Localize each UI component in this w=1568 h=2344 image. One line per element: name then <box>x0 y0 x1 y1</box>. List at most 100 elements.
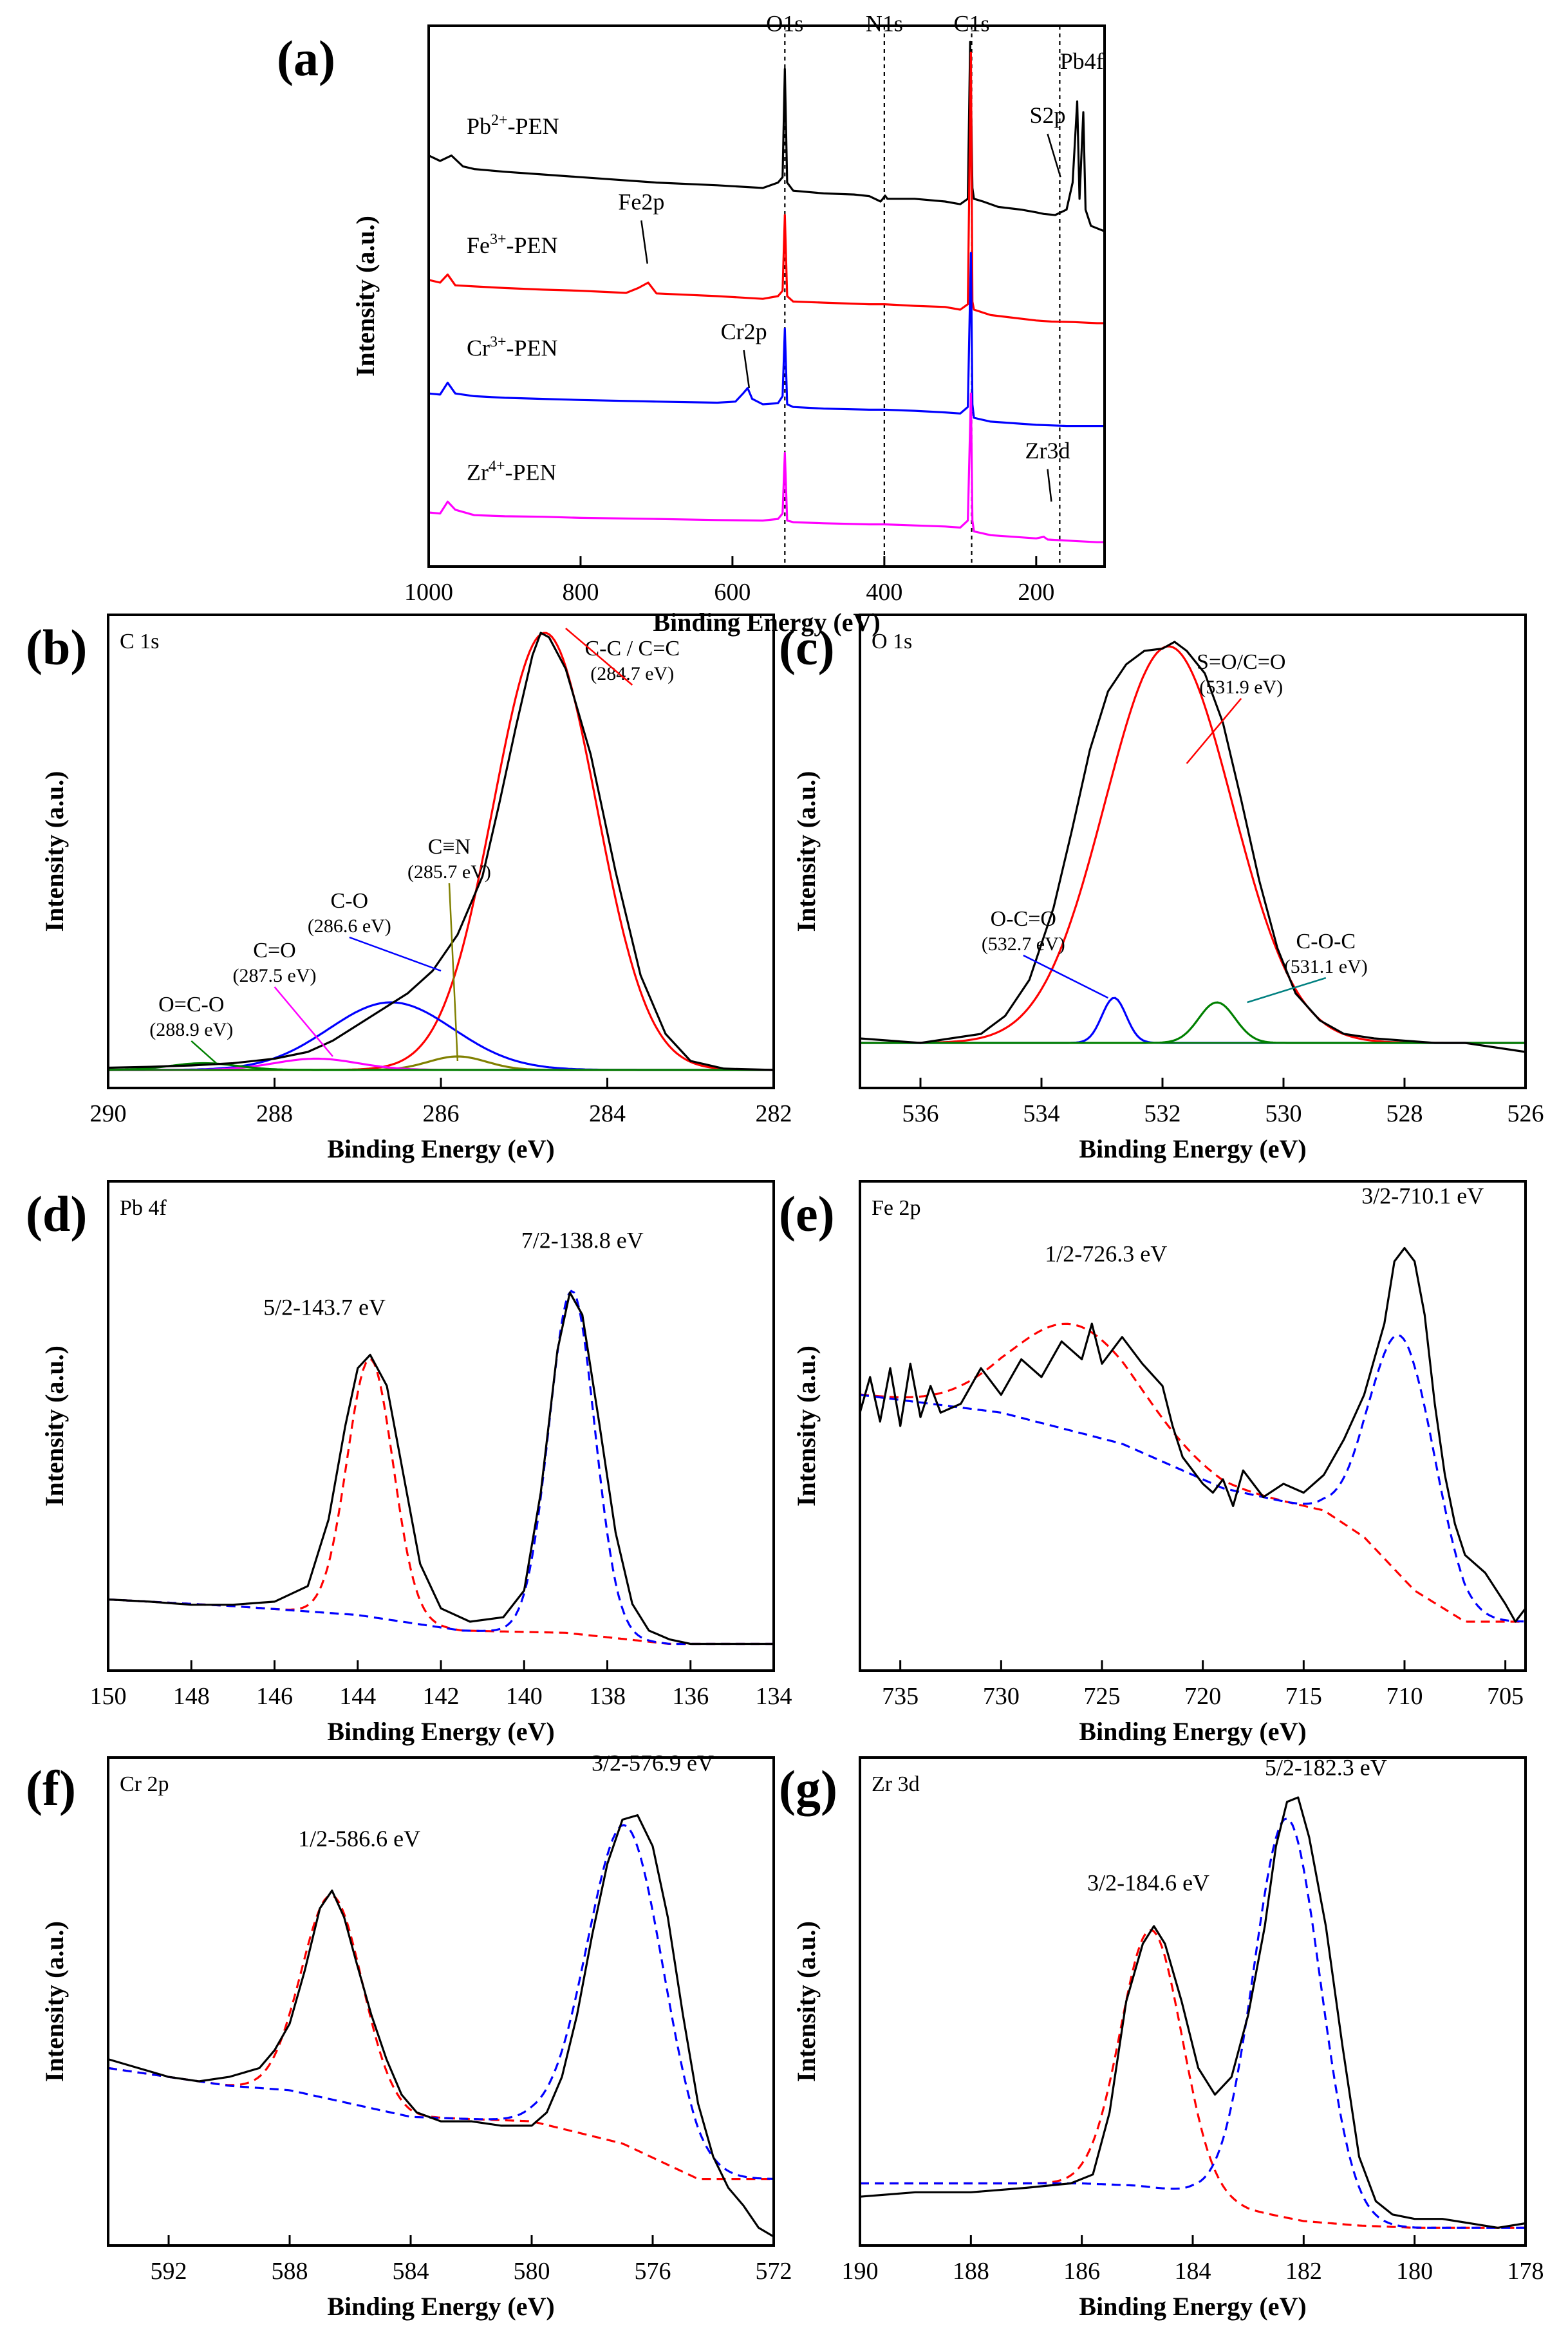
x-tick-label: 800 <box>562 579 599 606</box>
x-tick-label: 725 <box>1084 1683 1121 1710</box>
peak-annotation: C-O-C <box>1296 930 1356 953</box>
panel-f: (f) Cr 2p Binding Energy (eV) Intensity (a.… <box>26 1750 792 2321</box>
peak-annotation-energy: (532.7 eV) <box>982 933 1065 955</box>
pointer-arrow <box>743 350 751 388</box>
peak-annotation-energy: (531.1 eV) <box>1284 956 1368 977</box>
fit-component <box>107 1289 774 1645</box>
x-tick-label: 705 <box>1487 1683 1524 1710</box>
raw-spectrum <box>859 1247 1527 1623</box>
peak-annotation-energy: (287.5 eV) <box>233 965 317 986</box>
element-label: Zr3d <box>1025 438 1070 464</box>
x-tick-label: 735 <box>882 1683 919 1710</box>
panel-g: (g) Zr 3d Binding Energy (eV) Intensity (a.… <box>779 1755 1544 2321</box>
annotation-arrow <box>1247 977 1327 1004</box>
panel-letter: (a) <box>277 30 335 86</box>
series-label-charge: 3+ <box>490 333 507 350</box>
x-tick-label: 572 <box>756 2258 792 2285</box>
annotation-arrow <box>1186 698 1242 764</box>
x-tick-label: 600 <box>714 579 751 606</box>
x-tick-label: 200 <box>1018 579 1054 606</box>
element-label: S2p <box>1030 102 1066 128</box>
peak-annotation-energy: (285.7 eV) <box>407 861 491 883</box>
series-label: Cr3+-PEN <box>467 333 558 361</box>
x-tick-label: 290 <box>90 1100 127 1127</box>
x-tick-label: 182 <box>1285 2258 1322 2285</box>
plot-frame <box>859 1756 1527 2247</box>
x-axis-label: Binding Energy (eV) <box>327 1717 554 1746</box>
fit-component <box>107 1894 774 2180</box>
series-label-element: Zr <box>467 460 489 485</box>
plot-frame <box>107 614 775 1089</box>
x-tick-label: 730 <box>983 1683 1020 1710</box>
annotation-arrow <box>274 986 333 1057</box>
series-line <box>428 52 1105 324</box>
annotation-arrow <box>448 883 459 1062</box>
y-axis-label: Intensity (a.u.) <box>351 216 380 377</box>
plot-frame <box>107 1180 775 1672</box>
x-tick-label: 532 <box>1144 1100 1181 1127</box>
element-label: Fe2p <box>618 189 664 215</box>
series-line <box>428 252 1105 427</box>
peak-annotation: 1/2-586.6 eV <box>298 1826 420 1852</box>
panel-letter: (g) <box>779 1760 837 1816</box>
panel-letter: (d) <box>26 1186 87 1242</box>
raw-spectrum <box>107 632 774 1071</box>
x-tick-label: 140 <box>506 1683 543 1710</box>
panel-a: (a) Binding Energy (eV) Intensity (a.u.) 10… <box>277 10 1106 637</box>
peak-annotation: C-C / C=C <box>584 637 680 661</box>
fit-component <box>860 1817 1526 2229</box>
pointer-arrow <box>1047 133 1061 178</box>
peak-annotation: 1/2-726.3 eV <box>1045 1241 1167 1266</box>
fit-component <box>859 1334 1526 1623</box>
x-tick-label: 180 <box>1396 2258 1433 2285</box>
annotation-arrow <box>349 936 442 972</box>
peak-annotation: 3/2-576.9 eV <box>592 1750 714 1776</box>
x-tick-label: 150 <box>90 1683 127 1710</box>
series-label-element: Pb <box>467 113 491 139</box>
peak-annotation-energy: (286.6 eV) <box>308 915 391 937</box>
peak-annotation: 7/2-138.8 eV <box>521 1228 644 1253</box>
raw-spectrum <box>107 1814 774 2238</box>
x-tick-label: 144 <box>339 1683 376 1710</box>
x-tick-label: 588 <box>272 2258 308 2285</box>
peak-annotation: C=O <box>253 939 295 962</box>
x-tick-label: 190 <box>842 2258 879 2285</box>
x-tick-label: 710 <box>1386 1683 1423 1710</box>
x-tick-label: 715 <box>1285 1683 1322 1710</box>
plot-frame <box>859 614 1527 1089</box>
peak-label: O1s <box>766 10 803 36</box>
panel-title: Cr 2p <box>120 1772 169 1796</box>
x-tick-label: 146 <box>256 1683 293 1710</box>
x-tick-label: 138 <box>589 1683 626 1710</box>
series-line <box>428 41 1105 232</box>
y-axis-label: Intensity (a.u.) <box>40 1345 69 1506</box>
series-label: Zr4+-PEN <box>467 458 557 485</box>
element-label: Pb4f <box>1060 48 1104 74</box>
y-axis-label: Intensity (a.u.) <box>792 771 821 932</box>
series-label-element: Cr <box>467 335 490 361</box>
peak-label: N1s <box>866 10 903 36</box>
peak-label: C1s <box>954 10 990 36</box>
plot-frame <box>859 1180 1527 1672</box>
x-tick-label: 184 <box>1175 2258 1211 2285</box>
x-axis-label: Binding Energy (eV) <box>653 608 880 637</box>
peak-annotation-energy: (284.7 eV) <box>590 663 674 684</box>
x-tick-label: 536 <box>902 1100 939 1127</box>
peak-annotation: C-O <box>331 889 369 913</box>
raw-spectrum <box>859 641 1526 1053</box>
x-axis-label: Binding Energy (eV) <box>327 2292 554 2321</box>
x-tick-label: 288 <box>256 1100 293 1127</box>
x-tick-label: 186 <box>1063 2258 1100 2285</box>
fit-component <box>107 1358 774 1645</box>
peak-annotation: 3/2-184.6 eV <box>1087 1870 1209 1896</box>
panel-title: Fe 2p <box>872 1196 921 1220</box>
series-label-element: Fe <box>467 232 490 258</box>
x-tick-label: 584 <box>393 2258 429 2285</box>
series-label-suffix: -PEN <box>508 113 559 139</box>
series-label: Fe3+-PEN <box>467 231 558 258</box>
x-axis-label: Binding Energy (eV) <box>1079 2292 1306 2321</box>
panel-c: (c) O 1s Binding Energy (eV) Intensity (a.u… <box>779 614 1544 1163</box>
x-axis-label: Binding Energy (eV) <box>327 1134 554 1163</box>
x-tick-label: 530 <box>1265 1100 1302 1127</box>
x-tick-label: 528 <box>1386 1100 1423 1127</box>
